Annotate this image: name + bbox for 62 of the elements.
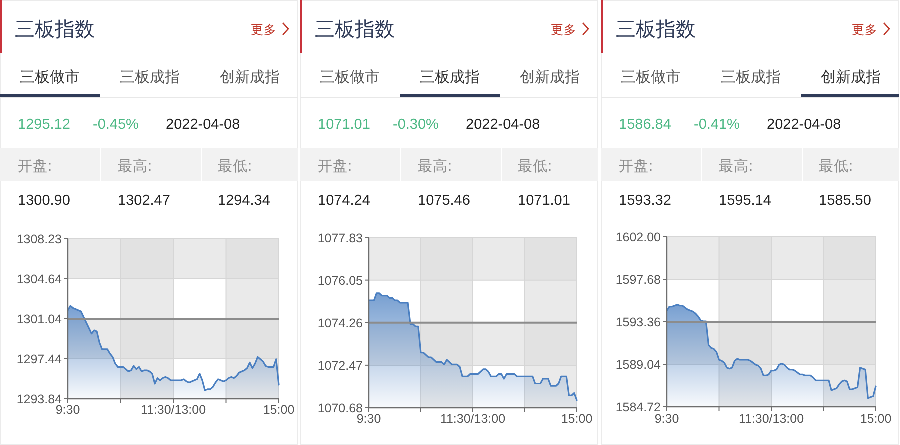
text: 创新成指 (220, 69, 280, 86)
text: 三板成指 (120, 69, 180, 86)
x-tick-label: 15:00 (561, 412, 593, 426)
text: 开盘: (318, 158, 352, 175)
x-tick-label: 15:00 (860, 412, 892, 426)
text: 2022-04-08 (466, 117, 540, 133)
y-tick-label: 1308.23 (16, 232, 62, 246)
text: 创新成指 (821, 69, 881, 86)
y-tick-label: 1593.36 (616, 316, 662, 330)
chart-title: 三板指数 (616, 19, 696, 41)
text: 1302.47 (118, 193, 170, 209)
y-tick-label: 1072.47 (318, 358, 364, 373)
text: 创新成指 (520, 69, 580, 86)
y-tick-label: 1602.00 (616, 230, 662, 244)
text: 三板做市 (621, 69, 681, 86)
text: 1071.01 (318, 117, 370, 133)
text: 1295.12 (18, 117, 70, 133)
text: 最高: (418, 158, 452, 175)
text: 1586.84 (619, 117, 672, 133)
text: 更多 (551, 23, 577, 37)
y-tick-label: 1297.44 (16, 352, 62, 366)
text: 三板做市 (20, 69, 80, 86)
text: 1585.50 (819, 193, 872, 209)
text: 更多 (251, 23, 277, 37)
text: 最低: (819, 159, 854, 175)
x-tick-label: 11:30/13:00 (738, 412, 804, 426)
text: 最低: (518, 159, 552, 175)
y-tick-label: 1077.83 (318, 232, 364, 246)
y-tick-label: 1304.64 (16, 272, 62, 286)
text: -0.41% (694, 117, 740, 133)
text: 2022-04-08 (767, 117, 842, 133)
text: 1593.32 (619, 193, 672, 209)
text: 最高: (719, 158, 754, 175)
text: -0.30% (393, 117, 440, 133)
x-tick-label: 11:30/13:00 (140, 403, 206, 417)
chart-title: 三板指数 (15, 19, 95, 41)
text: 2022-04-08 (166, 117, 240, 133)
text: 三板成指 (420, 69, 480, 86)
text: 1074.24 (318, 193, 370, 209)
text: 三板成指 (721, 69, 781, 86)
y-tick-label: 1074.26 (318, 316, 364, 330)
text: 1071.01 (518, 193, 570, 209)
text: 1595.14 (719, 193, 772, 209)
x-tick-label: 15:00 (263, 403, 295, 417)
x-tick-label: 11:30/13:00 (440, 412, 506, 426)
y-tick-label: 1589.04 (616, 358, 662, 372)
text: 1294.34 (218, 193, 270, 209)
text: 最低: (218, 159, 252, 175)
text: 三板做市 (320, 69, 380, 86)
text: 1075.46 (418, 193, 470, 209)
text: 更多 (852, 23, 878, 37)
text: 开盘: (619, 158, 654, 175)
text: 1300.90 (18, 193, 70, 209)
x-tick-label: 9:30 (654, 412, 680, 426)
text: 最高: (118, 158, 152, 175)
text: -0.45% (93, 117, 140, 133)
chart-title: 三板指数 (315, 19, 395, 41)
y-tick-label: 1584.72 (616, 400, 662, 414)
text: 开盘: (18, 158, 52, 175)
y-tick-label: 1301.04 (16, 312, 62, 326)
y-tick-label: 1597.68 (616, 273, 662, 287)
y-tick-label: 1076.05 (318, 274, 364, 288)
